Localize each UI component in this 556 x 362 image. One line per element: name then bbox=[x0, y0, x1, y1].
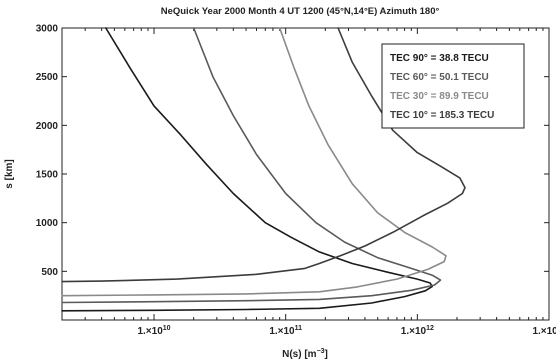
y-tick-label: 2500 bbox=[36, 72, 59, 83]
y-axis: 500 1000 1500 2000 2500 3000 bbox=[36, 24, 549, 278]
x-axis-label-base: N(s) [m bbox=[282, 349, 317, 360]
legend-entry-2: TEC 60° = 50.1 TECU bbox=[390, 72, 489, 83]
x-tick-label-exp: 10 bbox=[163, 325, 171, 332]
y-tick-label: 2000 bbox=[36, 121, 59, 132]
y-tick-label: 1000 bbox=[36, 218, 59, 229]
x-tick-label: 1.×1013 bbox=[532, 325, 556, 337]
legend-entry-4: TEC 10° = 185.3 TECU bbox=[390, 110, 494, 121]
legend: TEC 90° = 38.8 TECU TEC 60° = 50.1 TECU TE… bbox=[381, 43, 525, 129]
legend-entry-3: TEC 30° = 89.9 TECU bbox=[390, 91, 489, 102]
x-tick-label-exp: 11 bbox=[295, 325, 303, 332]
x-axis-label-tail: ] bbox=[325, 349, 328, 360]
y-tick-label: 500 bbox=[41, 267, 58, 278]
legend-box bbox=[381, 43, 525, 129]
legend-entry-1: TEC 90° = 38.8 TECU bbox=[390, 53, 489, 64]
x-tick-label-exp: 12 bbox=[426, 325, 434, 332]
y-tick-label: 1500 bbox=[36, 170, 59, 181]
x-tick-label: 1.×1010 bbox=[137, 325, 170, 337]
series-line-1 bbox=[61, 27, 434, 312]
chart-title: NeQuick Year 2000 Month 4 UT 1200 (45°N,… bbox=[161, 6, 440, 17]
x-tick-label-base: 1.×10 bbox=[269, 326, 295, 337]
y-tick-label: 3000 bbox=[36, 24, 59, 35]
series-line-3 bbox=[61, 27, 447, 297]
x-tick-label: 1.×1012 bbox=[401, 325, 434, 337]
x-tick-label-base: 1.×10 bbox=[532, 326, 556, 337]
x-axis-label: N(s) [m−3] bbox=[282, 348, 328, 360]
x-tick-label-base: 1.×10 bbox=[401, 326, 427, 337]
x-axis-label-exp: −3 bbox=[317, 348, 325, 355]
series-layer bbox=[61, 27, 466, 312]
series-line-4 bbox=[61, 27, 466, 283]
x-tick-label-base: 1.×10 bbox=[137, 326, 163, 337]
x-tick-label: 1.×1011 bbox=[269, 325, 302, 337]
y-axis-label: s [km] bbox=[4, 159, 15, 188]
